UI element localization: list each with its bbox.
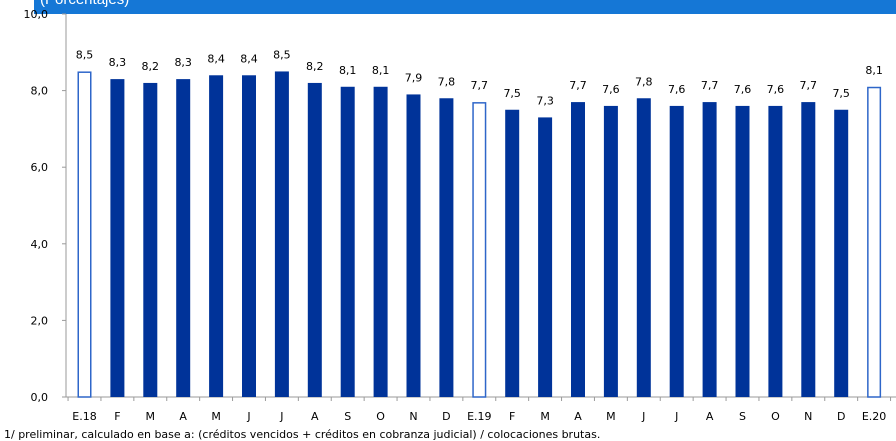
x-tick-label: A (574, 410, 582, 423)
y-tick-label: 10,0 (24, 8, 49, 21)
bar (242, 75, 256, 397)
y-tick-label: 4,0 (31, 238, 49, 251)
x-tick-label: J (674, 410, 678, 423)
x-tick-label: O (376, 410, 385, 423)
bar (538, 117, 553, 397)
x-tick-label: J (246, 410, 250, 423)
x-tick-label: F (114, 410, 120, 423)
data-label: 7,7 (701, 79, 719, 92)
data-label: 8,2 (142, 60, 160, 73)
x-tick-label: M (540, 410, 550, 423)
bar (143, 82, 158, 397)
x-tick-label: N (409, 410, 417, 423)
bar-highlight (472, 102, 487, 398)
data-label: 7,5 (832, 87, 850, 100)
bar (307, 82, 322, 397)
data-label: 8,2 (306, 60, 324, 73)
x-tick-label: O (771, 410, 780, 423)
bar (669, 105, 684, 398)
data-label: 7,7 (800, 79, 818, 92)
x-tick-label: J (279, 410, 283, 423)
x-tick-label: F (509, 410, 515, 423)
y-tick-label: 2,0 (31, 314, 49, 327)
bar (801, 102, 816, 397)
bar (505, 109, 520, 397)
data-label: 7,6 (602, 83, 620, 96)
bar (702, 102, 717, 397)
bar (406, 94, 421, 398)
y-tick-label: 6,0 (31, 161, 49, 174)
bar-highlight (77, 71, 92, 398)
chart-title-banner: (Porcentajes) (34, 0, 896, 14)
data-label: 8,1 (372, 64, 390, 77)
x-tick-label: D (442, 410, 450, 423)
x-tick-label: N (804, 410, 812, 423)
data-label: 7,7 (569, 79, 587, 92)
bar (110, 79, 125, 398)
bar (209, 75, 224, 397)
y-tick-label: 8,0 (31, 85, 49, 98)
x-tick-label: A (706, 410, 714, 423)
bar (603, 105, 618, 398)
data-label: 7,6 (767, 83, 785, 96)
bar (768, 105, 783, 398)
bar (274, 71, 289, 397)
x-tick-label: S (739, 410, 746, 423)
bar-highlight (867, 86, 882, 398)
bar (571, 102, 585, 397)
data-label: 8,4 (240, 52, 258, 65)
x-tick-label: M (606, 410, 616, 423)
data-label: 7,7 (471, 79, 489, 92)
bar (834, 109, 849, 397)
x-tick-label: A (179, 410, 187, 423)
data-label: 8,3 (109, 56, 127, 69)
data-label: 8,3 (174, 56, 192, 69)
data-label: 8,1 (339, 64, 357, 77)
x-tick-label: M (146, 410, 156, 423)
x-tick-label: E.18 (72, 410, 96, 423)
bar (439, 98, 454, 397)
data-label: 7,9 (405, 71, 423, 84)
data-label: 7,6 (668, 83, 686, 96)
data-label: 7,8 (438, 75, 456, 88)
data-label: 7,6 (734, 83, 752, 96)
data-label: 7,8 (635, 75, 653, 88)
y-tick-label: 0,0 (31, 391, 49, 404)
x-tick-label: M (211, 410, 221, 423)
data-label: 7,3 (536, 94, 554, 107)
x-tick-label: S (344, 410, 351, 423)
bar (735, 105, 750, 398)
x-tick-label: J (641, 410, 645, 423)
data-label: 7,5 (503, 87, 521, 100)
x-tick-label: E.20 (862, 410, 886, 423)
banner-text: (Porcentajes) (40, 0, 129, 8)
bar (340, 86, 355, 398)
bar (373, 86, 388, 398)
data-label: 8,1 (865, 64, 883, 77)
bar (636, 98, 651, 397)
bar (176, 79, 191, 398)
data-label: 8,5 (273, 48, 291, 61)
data-label: 8,4 (207, 52, 225, 65)
footnote: 1/ preliminar, calculado en base a: (cré… (4, 428, 601, 441)
data-label: 8,5 (76, 48, 94, 61)
x-tick-label: A (311, 410, 319, 423)
x-tick-label: E.19 (467, 410, 491, 423)
x-tick-label: D (837, 410, 845, 423)
